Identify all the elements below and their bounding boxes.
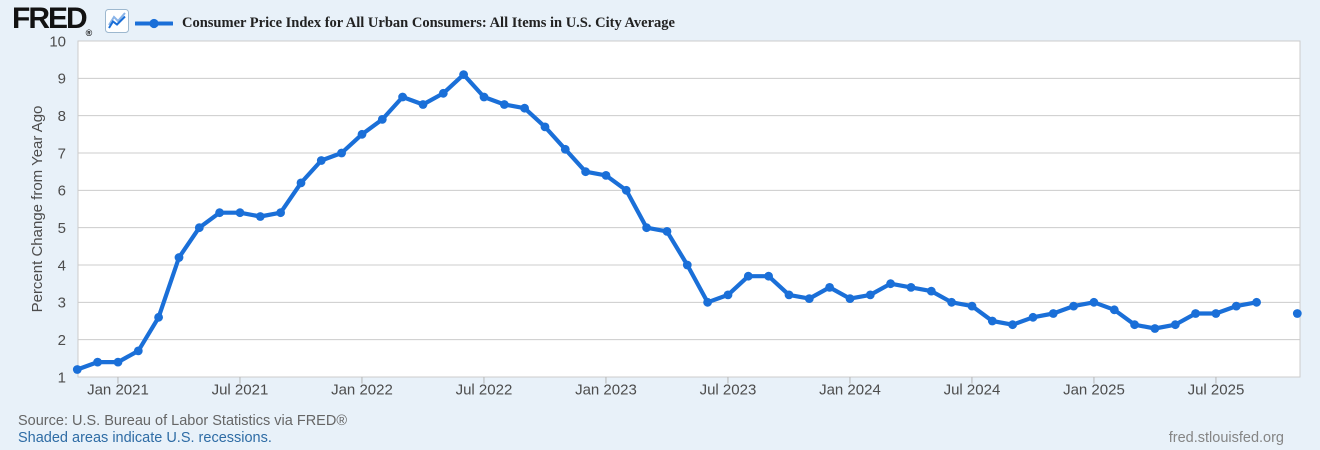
point-2023-06 — [703, 297, 712, 307]
point-2024-10 — [1028, 312, 1038, 322]
x-tick-label: Jan 2024 — [819, 382, 881, 399]
point-2025-08 — [1231, 301, 1241, 311]
y-tick-label-7: 7 — [58, 145, 66, 162]
point-2023-08 — [743, 271, 753, 281]
point-2021-12 — [337, 148, 346, 158]
point-2024-11 — [1048, 309, 1058, 318]
x-tick-label: Jan 2025 — [1063, 382, 1125, 399]
y-tick-label-4: 4 — [58, 257, 66, 274]
y-tick-label-2: 2 — [58, 332, 66, 349]
point-2024-04 — [906, 283, 916, 292]
x-tick-label: Jan 2022 — [331, 382, 393, 399]
point-2023-12 — [825, 283, 834, 292]
point-2024-09 — [1008, 320, 1017, 330]
point-2024-12 — [1069, 301, 1078, 311]
recession-note-link[interactable]: Shaded areas indicate U.S. recessions. — [18, 430, 272, 446]
point-2022-09 — [520, 103, 529, 113]
point-2021-03 — [154, 312, 164, 322]
point-2023-09 — [764, 271, 773, 281]
point-2025-02 — [1109, 305, 1119, 315]
point-2021-10 — [296, 178, 306, 188]
point-2021-02 — [133, 346, 143, 356]
y-tick-label-8: 8 — [58, 108, 66, 125]
point-2024-08 — [987, 316, 997, 326]
point-2021-01 — [113, 357, 123, 367]
source-note: Source: U.S. Bureau of Labor Statistics … — [18, 413, 348, 429]
point-2021-07 — [235, 208, 245, 218]
x-tick-label: Jul 2024 — [944, 382, 1001, 399]
y-tick-label-10: 10 — [49, 33, 66, 50]
point-2022-11 — [560, 144, 570, 154]
x-tick-label: Jan 2021 — [87, 382, 149, 399]
x-tick-label: Jul 2022 — [456, 382, 513, 399]
point-2021-04 — [174, 253, 184, 262]
point-2024-06 — [947, 297, 956, 307]
fred-logo[interactable]: FRED® — [12, 4, 92, 48]
point-2021-09 — [276, 208, 285, 218]
point-2025-05 — [1170, 320, 1180, 330]
point-2022-07 — [479, 92, 489, 102]
y-tick-label-3: 3 — [58, 295, 66, 312]
point-2022-03 — [398, 92, 407, 102]
point-2024-02 — [865, 290, 875, 300]
point-2023-10 — [784, 290, 794, 300]
x-tick-label: Jan 2023 — [575, 382, 637, 399]
series-title: Consumer Price Index for All Urban Consu… — [182, 15, 675, 31]
point-2025-07 — [1211, 309, 1221, 318]
point-2021-06 — [215, 208, 225, 218]
x-tick-label: Jul 2023 — [700, 382, 757, 399]
point-2021-05 — [194, 223, 204, 233]
point-2022-02 — [377, 115, 387, 124]
fred-site-link[interactable]: fred.stlouisfed.org — [1168, 430, 1284, 446]
registered-trademark: ® — [85, 28, 93, 38]
point-2025-09 — [1252, 297, 1261, 307]
plot-area — [77, 40, 1301, 378]
point-2023-05 — [682, 260, 692, 270]
point-2025-06 — [1191, 309, 1200, 318]
point-2023-04 — [662, 227, 672, 236]
point-2025-03 — [1130, 320, 1139, 330]
point-2024-03 — [886, 279, 895, 289]
point-2021-11 — [316, 156, 326, 165]
x-tick-label: Jul 2021 — [212, 382, 269, 399]
point-2022-01 — [357, 129, 367, 139]
point-2023-07 — [723, 290, 733, 300]
x-tick-label: Jul 2025 — [1188, 382, 1245, 399]
fred-sparkline-icon[interactable] — [105, 9, 129, 33]
y-tick-label-5: 5 — [58, 220, 66, 237]
point-2023-01 — [601, 171, 611, 180]
point-2022-06 — [459, 70, 468, 79]
point-2020-12 — [93, 357, 102, 367]
point-2023-11 — [804, 294, 814, 303]
point-2023-03 — [642, 223, 651, 233]
point-2021-08 — [255, 212, 265, 221]
y-axis-title: Percent Change from Year Ago — [29, 106, 46, 313]
point-2024-05 — [926, 286, 936, 296]
point-2020-11 — [72, 365, 82, 374]
point-2022-04 — [418, 100, 428, 109]
y-tick-label-9: 9 — [58, 71, 66, 88]
y-tick-label-1: 1 — [58, 369, 66, 386]
series-legend-marker — [134, 17, 174, 30]
point-2025-11 — [1292, 309, 1302, 318]
point-2025-04 — [1150, 324, 1160, 333]
point-2022-12 — [581, 167, 590, 177]
point-2022-10 — [540, 122, 550, 132]
point-2024-07 — [967, 301, 977, 311]
y-tick-label-6: 6 — [58, 183, 66, 200]
point-2022-08 — [499, 100, 509, 109]
point-2022-05 — [438, 88, 448, 98]
point-2023-02 — [621, 185, 631, 195]
point-2024-01 — [845, 294, 855, 303]
point-2025-01 — [1089, 297, 1099, 307]
fred-logo-text: FRED — [12, 2, 88, 35]
